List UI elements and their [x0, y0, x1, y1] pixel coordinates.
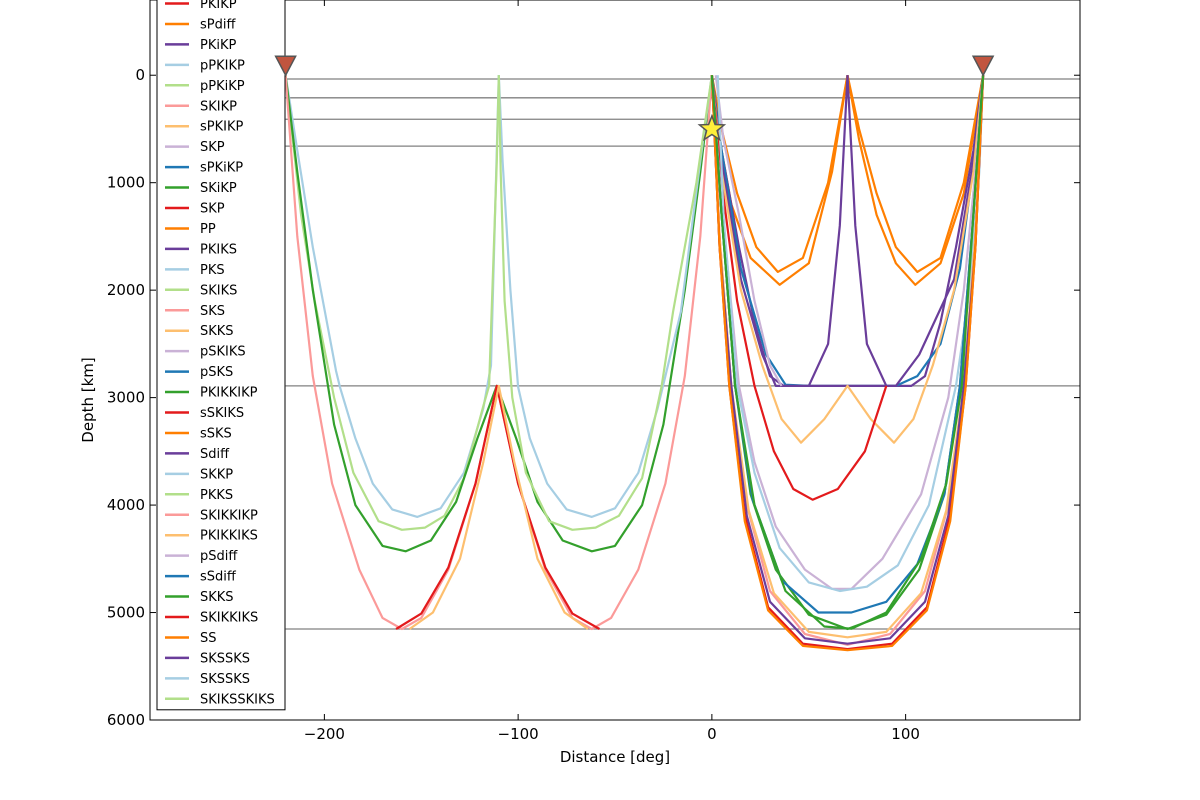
legend-label: SKIKSSKIKS: [200, 692, 275, 707]
legend-label: pPKIKP: [200, 58, 245, 73]
ray-path-line: [714, 75, 783, 387]
legend-label: pSdiff: [200, 549, 238, 564]
legend-label: PKiKP: [200, 38, 237, 53]
legend-label: SKKP: [200, 467, 233, 482]
y-tick-label: 1000: [107, 174, 145, 192]
x-tick-label: −100: [498, 725, 539, 743]
ray-path-line: [846, 75, 985, 286]
legend-label: SKIKKIKP: [200, 508, 258, 523]
legend-label: sSKS: [200, 426, 232, 441]
x-tick-label: 0: [707, 725, 717, 743]
ray-path-line: [710, 75, 985, 651]
x-axis-ticks: −200 −100 0 100: [304, 0, 920, 743]
ray-path-line: [846, 74, 985, 273]
legend-label: PKS: [200, 263, 225, 278]
source-star-marker: [697, 113, 727, 142]
ray-path-line: [284, 75, 713, 631]
legend-label: SKSSKS: [200, 651, 250, 666]
legend-box: [156, 0, 286, 711]
ray-path-line: [497, 75, 713, 519]
ray-path-line: [408, 384, 589, 630]
y-tick-label: 5000: [107, 604, 145, 622]
legend-label: Sdiff: [200, 447, 230, 462]
ray-path-line: [846, 75, 985, 387]
ray-path-line: [284, 75, 500, 519]
legend-label: sPKiKP: [200, 161, 243, 176]
ray-paths: [284, 74, 985, 652]
legend-label: PKIKS: [200, 242, 237, 257]
ray-path-line: [395, 384, 601, 630]
legend-label: SKIKP: [200, 99, 237, 114]
x-axis-label: Distance [deg]: [560, 748, 670, 766]
station-marker: [971, 55, 995, 77]
legend-label: SS: [200, 631, 217, 646]
legend-label: SKSSKS: [200, 672, 250, 687]
legend-label: sPKIKP: [200, 120, 243, 135]
legend-label: sSdiff: [200, 570, 237, 585]
ray-path-line: [497, 75, 713, 531]
ray-path-line: [710, 75, 985, 645]
ray-path-line: [710, 75, 985, 387]
y-tick-label: 4000: [107, 496, 145, 514]
ray-path-line: [710, 75, 985, 646]
legend-label: sSKIKS: [200, 406, 244, 421]
legend-label: SKP: [200, 202, 225, 217]
legend-label: PKKS: [200, 488, 233, 503]
y-axis-label: Depth [km]: [79, 357, 97, 442]
y-tick-label: 6000: [107, 711, 145, 729]
station-marker: [274, 55, 297, 77]
legend-label: SKIKS: [200, 283, 237, 298]
ray-path-line: [710, 75, 985, 591]
y-tick-label: 3000: [107, 389, 145, 407]
legend: PKIKP sPdiff PKiKP pPKIKP pPKiKP SKIKP sPKIKP S…: [156, 0, 286, 711]
ray-path-line: [710, 75, 985, 630]
y-tick-label: 0: [135, 66, 145, 84]
y-tick-label: 2000: [107, 281, 145, 299]
ray-path-line: [710, 75, 888, 501]
legend-label: PKIKP: [200, 0, 237, 12]
legend-label: SKKS: [200, 590, 234, 605]
legend-label: SKP: [200, 140, 225, 155]
markers: [274, 55, 995, 142]
x-tick-label: −200: [304, 725, 345, 743]
legend-label: pSKIKS: [200, 345, 246, 360]
legend-label: SKIKKIKS: [200, 611, 258, 626]
ray-path-line: [710, 75, 985, 652]
legend-label: PKIKKIKS: [200, 529, 258, 544]
x-tick-label: 100: [891, 725, 920, 743]
plot-frame: [149, 0, 1081, 721]
legend-label: PKIKKIKP: [200, 386, 258, 401]
legend-label: pPKiKP: [200, 79, 245, 94]
legend-label: SKiKP: [200, 181, 237, 196]
legend-label: PP: [200, 222, 216, 237]
y-axis-ticks: 0 1000 2000 3000 4000 5000 6000: [107, 66, 1080, 729]
legend-label: sPdiff: [200, 17, 236, 32]
legend-label: pSKS: [200, 365, 233, 380]
ray-path-line: [710, 75, 985, 387]
ray-path-line: [710, 75, 985, 444]
legend-label: SKS: [200, 304, 225, 319]
legend-label: SKKS: [200, 324, 234, 339]
ray-path-line: [710, 75, 985, 614]
